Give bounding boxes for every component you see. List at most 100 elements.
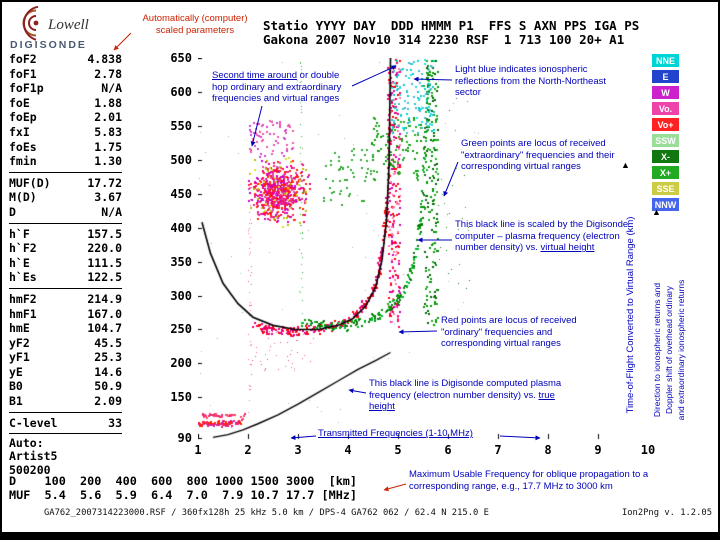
legend-item-vo: Vo+ — [652, 118, 679, 131]
header-field-values: Gakona 2007 Nov10 314 2230 RSF 1 713 100… — [263, 32, 625, 47]
callout-text: Automatically (computer) scaled paramete… — [142, 13, 248, 36]
legend-item-vo: Vo. — [652, 102, 679, 115]
parameter-label: fxI — [9, 124, 30, 139]
callout-light-blue-nne: Light blue indicates ionospheric reflect… — [455, 64, 617, 99]
parameter-value: 5.83 — [94, 124, 122, 139]
parameter-label: M(D) — [9, 190, 37, 205]
parameter-row: yE 14.6 — [9, 365, 122, 380]
y-axis-tick-label: 250 — [170, 322, 192, 337]
parameter-row: h`F2 220.0 — [9, 241, 122, 256]
x-axis-tick-label: 5 — [394, 443, 402, 457]
callout-text: Green points are locus of received "extr… — [461, 138, 615, 173]
muf-table-distance-row: D 100 200 400 600 800 1000 1500 3000 [km… — [9, 474, 358, 488]
y-axis-tick-label: 150 — [170, 390, 192, 405]
parameter-row: hmF2 214.9 — [9, 292, 122, 307]
parameter-label: yE — [9, 364, 23, 379]
legend-item-e: E — [652, 70, 679, 83]
callout-text: This black line is scaled by the Digison… — [455, 219, 629, 254]
parameter-value: N/A — [101, 204, 122, 219]
callout-text: Red points are locus of received "ordina… — [441, 315, 577, 350]
x-axis-tick-label: 7 — [494, 443, 502, 457]
status-program-version: Ion2Png v. 1.2.05 — [621, 508, 712, 518]
parameter-row: MUF(D) 17.72 — [9, 176, 122, 191]
x-axis-tick-label: 1 — [194, 443, 202, 457]
x-axis-tick-label: 9 — [594, 443, 602, 457]
parameter-row: fmin 1.30 — [9, 154, 122, 169]
parameter-value: 45.5 — [94, 335, 122, 350]
header-field-names: Statio YYYY DAY DDD HMMM P1 FFS S AXN PP… — [263, 18, 640, 33]
parameter-value: 1.30 — [94, 154, 122, 169]
parameter-row: fxI 5.83 — [9, 125, 122, 140]
legend-item-ssw: SSW — [652, 134, 679, 147]
parameter-value: 2.78 — [94, 66, 122, 81]
parameter-label: foEp — [9, 110, 37, 125]
parameter-row: foF1 2.78 — [9, 67, 122, 82]
up-arrow-icon: ▲ — [621, 160, 630, 170]
parameter-value: 1.75 — [94, 139, 122, 154]
parameter-value: 220.0 — [87, 241, 122, 256]
parameter-value: 17.72 — [87, 175, 122, 190]
logo-product-text: DIGISONDE — [10, 39, 87, 51]
direction-label-line2: Doppler shift of overhead ordinary — [664, 285, 674, 415]
callout-text: or double hop ordinary and extraordinary… — [212, 70, 342, 105]
y-axis-tick-label: 650 — [170, 51, 192, 65]
status-filename: GA762_2007314223000.RSF / 360fx128h 25 k… — [44, 508, 489, 518]
y-axis-tick-label: 600 — [170, 84, 192, 99]
parameter-row: hmE 104.7 — [9, 321, 122, 336]
direction-label-line1: Direction to ionospheric returns and — [652, 282, 662, 418]
parameter-label: B0 — [9, 379, 23, 394]
callout-text: true height — [369, 389, 555, 413]
logo-name-text: Lowell — [47, 17, 89, 33]
y-axis-tick-label: 400 — [170, 220, 192, 235]
y-axis-tick-label: 550 — [170, 118, 192, 133]
parameter-row: B0 50.9 — [9, 379, 122, 394]
parameter-row: yF1 25.3 — [9, 350, 122, 365]
parameter-label: h`F — [9, 226, 30, 241]
parameter-row: h`Es 122.5 — [9, 270, 122, 285]
scaled-parameters-panel: foF2 4.838 foF1 2.78 foF1p N/A foE 1.88 foEp 2.01… — [9, 52, 122, 483]
parameter-label: C-level — [9, 415, 58, 430]
parameter-value: 25.3 — [94, 350, 122, 365]
parameter-group: C-level 33 — [9, 416, 122, 435]
legend-item-nnw: NNW — [652, 198, 679, 211]
parameter-row: M(D) 3.67 — [9, 190, 122, 205]
muf-distance-table: D 100 200 400 600 800 1000 1500 3000 [km… — [9, 474, 357, 502]
callout-transmitted-frequencies: Transmitted Frequencies (1-10 MHz) — [318, 428, 538, 440]
x-axis-tick-label: 10 — [640, 443, 656, 457]
x-axis-tick-label: 6 — [444, 443, 452, 457]
parameter-label: yF2 — [9, 335, 30, 350]
muf-table-muf-row: MUF 5.4 5.6 5.9 6.4 7.0 7.9 10.7 17.7 [M… — [9, 488, 358, 502]
parameter-value: 2.09 — [94, 394, 122, 409]
parameter-label: fmin — [9, 154, 37, 169]
parameter-value: 167.0 — [87, 306, 122, 321]
parameter-group: h`F 157.5 h`F2 220.0 h`E 111.5 h`Es 122.5 — [9, 227, 122, 289]
callout-second-time-around: Second time around or double hop ordinar… — [212, 70, 354, 105]
parameter-row: h`F 157.5 — [9, 227, 122, 242]
legend-item-sse: SSE — [652, 182, 679, 195]
bottom-border-strip — [0, 532, 720, 540]
parameter-label: MUF(D) — [9, 175, 51, 190]
parameter-footer-line: Artist5 — [9, 449, 58, 464]
legend-item-x: X+ — [652, 166, 679, 179]
parameter-value: 122.5 — [87, 270, 122, 285]
parameter-row: hmF1 167.0 — [9, 307, 122, 322]
callout-text: Maximum Usable Frequency for oblique pro… — [409, 469, 649, 492]
parameter-label: B1 — [9, 394, 23, 409]
parameter-label: hmF1 — [9, 306, 37, 321]
digisonde-logo: Lowell DIGISONDE — [6, 5, 128, 54]
parameter-footer-line: 500200 — [9, 462, 51, 477]
callout-green-extraordinary: Green points are locus of received "extr… — [461, 138, 629, 173]
legend-item-x: X- — [652, 150, 679, 163]
parameter-label: foE — [9, 95, 30, 110]
parameter-value: 50.9 — [94, 379, 122, 394]
y-axis-tick-label: 90 — [177, 431, 192, 445]
parameter-value: 3.67 — [94, 190, 122, 205]
parameter-value: 157.5 — [87, 226, 122, 241]
parameter-label: foF1p — [9, 81, 44, 96]
parameter-value: 4.838 — [87, 52, 122, 66]
parameter-label: hmE — [9, 321, 30, 336]
parameter-group: MUF(D) 17.72 M(D) 3.67 D N/A — [9, 176, 122, 224]
sector-doppler-legend: NNE E W Vo. Vo+ SSW X- X+ SSE NNW — [652, 54, 679, 214]
up-arrow-icon: ▲ — [652, 207, 661, 217]
parameter-row: foF1p N/A — [9, 81, 122, 96]
